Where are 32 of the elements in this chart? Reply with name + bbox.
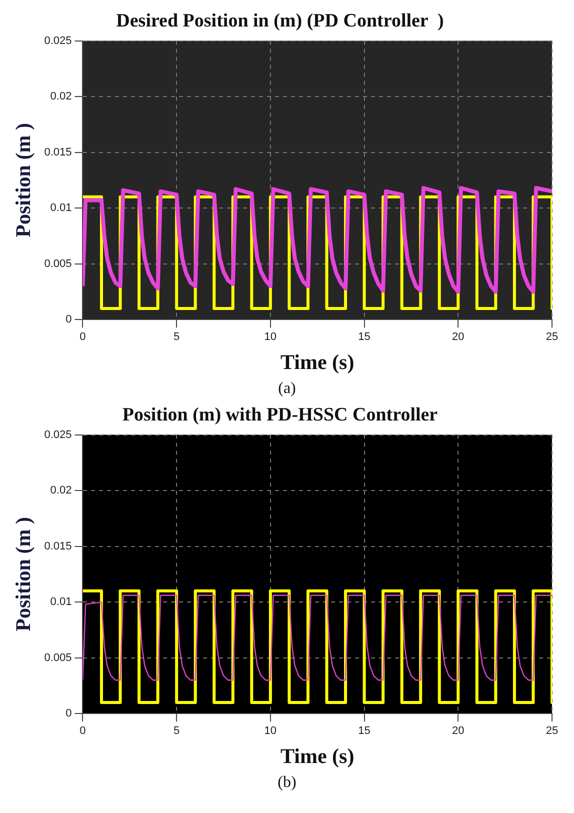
x-tick-label: 15 [358, 331, 370, 344]
x-tick-label: 25 [546, 331, 558, 344]
y-tick-label: 0.015 [44, 540, 72, 552]
text: (a) [277, 380, 297, 398]
x-tick-label: 0 [80, 725, 86, 738]
x-tick-label: 15 [358, 725, 370, 738]
x-axis-title: Time (s) [280, 744, 354, 768]
chart-title: Desired Position in (m) (PD Controller ) [116, 10, 444, 32]
x-tick-label: 20 [452, 725, 464, 738]
y-tick-label: 0 [66, 708, 72, 720]
y-axis-title: Position (m ) [11, 517, 36, 632]
y-tick-label: 0.005 [44, 258, 72, 270]
x-tick-label: 20 [452, 331, 464, 344]
y-tick-label: 0.01 [50, 202, 72, 214]
y-axis-title: Position (m ) [11, 123, 36, 238]
y-tick-label: 0.005 [44, 652, 72, 664]
x-tick-label: 25 [546, 725, 558, 738]
chart-title: Position (m) with PD-HSSC Controller [122, 404, 438, 426]
x-tick-label: 5 [174, 725, 180, 738]
x-tick-label: 10 [264, 331, 277, 344]
y-tick-label: 0.025 [44, 428, 72, 441]
y-tick-label: 0.02 [50, 484, 72, 497]
y-tick-label: 0.01 [50, 596, 72, 608]
x-tick-label: 0 [80, 331, 86, 344]
y-tick-label: 0.02 [50, 90, 72, 103]
x-tick-label: 5 [174, 331, 180, 344]
text: (b) [276, 774, 298, 792]
x-tick-label: 10 [264, 725, 277, 738]
y-tick-label: 0 [66, 314, 72, 326]
x-axis-title: Time (s) [280, 350, 354, 374]
y-tick-label: 0.015 [44, 146, 72, 158]
y-tick-label: 0.025 [44, 34, 72, 47]
